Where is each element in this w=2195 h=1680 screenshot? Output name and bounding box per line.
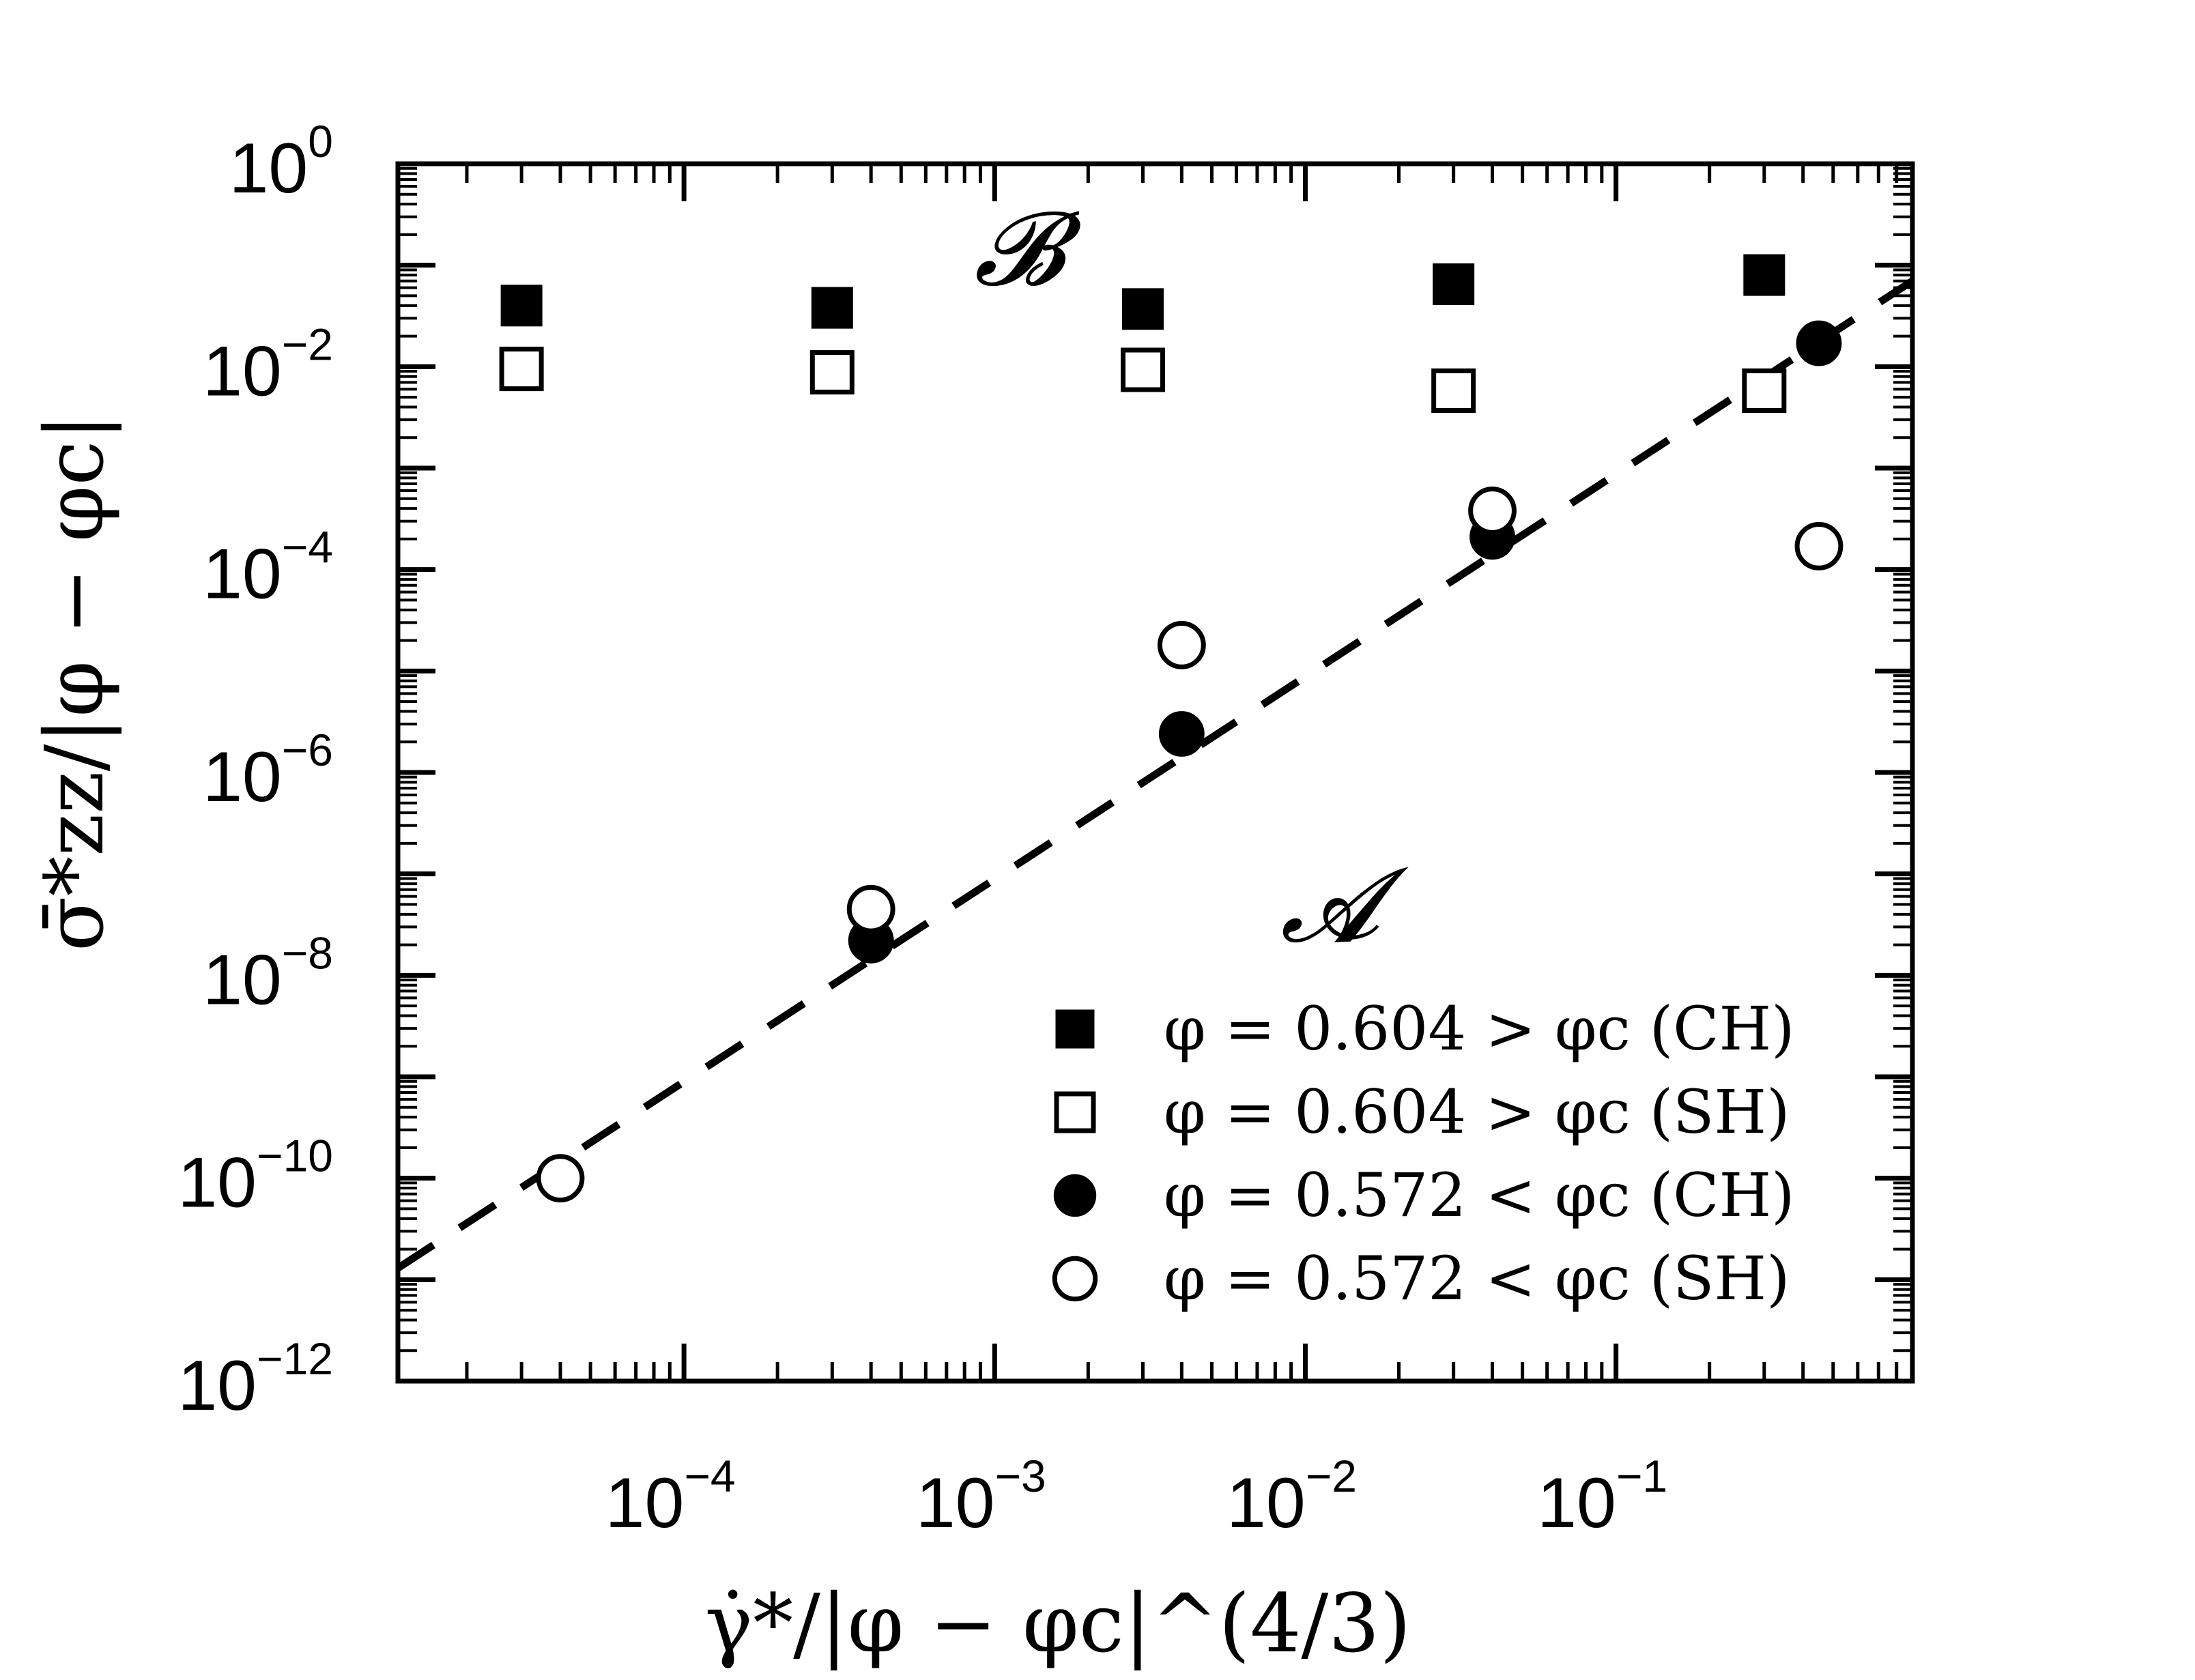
- legend-label: φ = 0.604 > φc (CH): [1164, 994, 1795, 1064]
- region-label: 𝓑: [974, 190, 1082, 308]
- plot-frame: [395, 161, 1915, 1384]
- y-axis-title: σ̄*zz/|φ − φc|: [27, 414, 121, 951]
- legend-marker: [1052, 1256, 1098, 1302]
- data-point: [1120, 347, 1165, 392]
- x-tick-label: 10−4: [605, 1451, 736, 1543]
- x-tick-labels: 10−4 10−3 10−2 10−1: [605, 1451, 1667, 1543]
- fit-line-layer: [398, 278, 1912, 1272]
- data-point: [809, 350, 855, 395]
- y-tick-label: 10−10: [177, 1131, 333, 1223]
- legend-marker: [1055, 1009, 1095, 1049]
- x-axis-title: γ̇*/|φ − φc|^(4/3): [705, 1576, 1411, 1670]
- legend-marker: [1054, 1091, 1096, 1133]
- y-tick-label: 10−12: [177, 1333, 333, 1425]
- data-point: [1796, 320, 1842, 366]
- legend-marker: [1053, 1174, 1097, 1217]
- data-points-layer: [499, 254, 1843, 1203]
- region-label: 𝓐: [1280, 846, 1409, 965]
- y-tick-label: 10−6: [203, 725, 333, 817]
- legend-label: φ = 0.572 < φc (CH): [1164, 1160, 1795, 1230]
- legend: φ = 0.604 > φc (CH) φ = 0.604 > φc (SH) φ …: [1052, 994, 1795, 1314]
- data-point: [1743, 254, 1785, 296]
- y-tick-label: 10−8: [203, 927, 333, 1019]
- y-tick-label: 100: [229, 116, 333, 208]
- y-tick-label: 10−2: [203, 319, 333, 411]
- fit-line: [398, 278, 1912, 1272]
- data-point: [1468, 487, 1517, 535]
- data-point: [1158, 711, 1205, 757]
- data-point: [536, 1154, 585, 1203]
- data-point: [1742, 368, 1787, 414]
- data-point: [1431, 368, 1476, 414]
- x-tick-label: 10−3: [916, 1451, 1046, 1543]
- data-point: [811, 287, 853, 329]
- data-point: [500, 285, 543, 327]
- legend-label: φ = 0.572 < φc (SH): [1164, 1243, 1790, 1314]
- y-tick-label: 10−4: [203, 522, 333, 614]
- x-tick-label: 10−2: [1226, 1451, 1357, 1543]
- data-point: [1433, 263, 1475, 305]
- data-point: [846, 884, 895, 933]
- y-tick-labels: 10−12 10−10 10−8 10−6 10−4 10−2 100: [177, 116, 333, 1425]
- data-point: [1157, 620, 1206, 669]
- legend-label: φ = 0.604 > φc (SH): [1164, 1077, 1790, 1147]
- x-tick-label: 10−1: [1537, 1451, 1667, 1543]
- data-point: [499, 347, 544, 392]
- data-point: [1794, 522, 1843, 570]
- data-point: [1121, 288, 1164, 330]
